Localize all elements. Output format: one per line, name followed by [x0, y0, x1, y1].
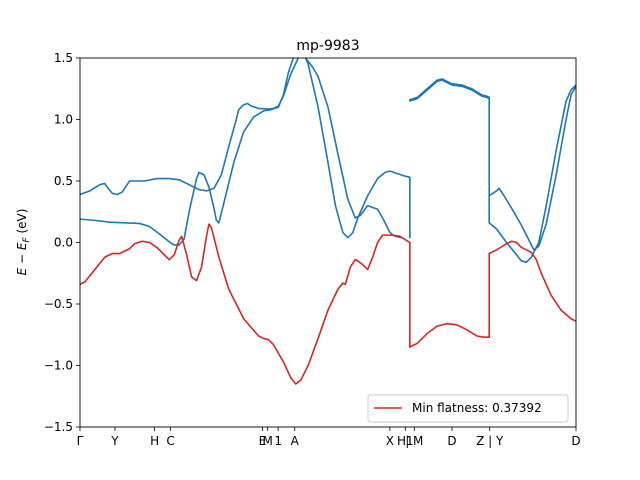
band-line-3 [409, 78, 490, 101]
y-axis-label: E − EF (eV) [15, 209, 32, 276]
y-tick-label: −0.5 [44, 297, 73, 311]
y-tick-label: 1.0 [54, 113, 73, 127]
band-line-6 [488, 85, 576, 251]
band-line-4 [409, 79, 490, 102]
y-tick-label: 0.5 [54, 174, 73, 188]
x-tick-label: H [150, 434, 159, 448]
flat-band-line-2 [409, 322, 490, 348]
x-tick-label: X [386, 434, 394, 448]
x-tick-label: D [447, 434, 456, 448]
flat-band-line-4 [488, 240, 576, 323]
x-tick-label: Y [110, 434, 119, 448]
x-tick-label: Z | Y [476, 434, 504, 448]
band-line-0 [80, 58, 403, 239]
y-tick-label: 1.5 [54, 51, 73, 65]
y-tick-label: −1.0 [44, 359, 73, 373]
x-tick-label: A [291, 434, 300, 448]
legend-box [367, 394, 569, 423]
plot-area: −1.5 −1.0 −0.5 0.0 0.5 1.0 1.5 Γ Y H C EM 1 A X H1| M D Z… [44, 51, 581, 448]
legend: Min flatness: 0.37392 [367, 394, 569, 423]
x-tick-label: M [263, 434, 273, 448]
x-tick-label: C [166, 434, 174, 448]
x-tick-label: | M [405, 434, 423, 448]
x-tick-label: H1 [397, 434, 414, 448]
series-lines [80, 58, 576, 385]
chart-title: mp-9983 [296, 38, 359, 54]
x-tick-label: E [259, 434, 267, 448]
y-tick-label: −1.5 [44, 420, 73, 434]
y-tick-label: 0.0 [54, 236, 73, 250]
x-tick-label: 1 [274, 434, 282, 448]
band-line-1 [80, 58, 411, 246]
flat-band-line-0 [80, 223, 411, 385]
x-tick-label: Γ [77, 434, 84, 448]
legend-label: Min flatness: 0.37392 [412, 401, 542, 415]
band-line-7 [488, 84, 576, 263]
x-tick-label: D [571, 434, 580, 448]
